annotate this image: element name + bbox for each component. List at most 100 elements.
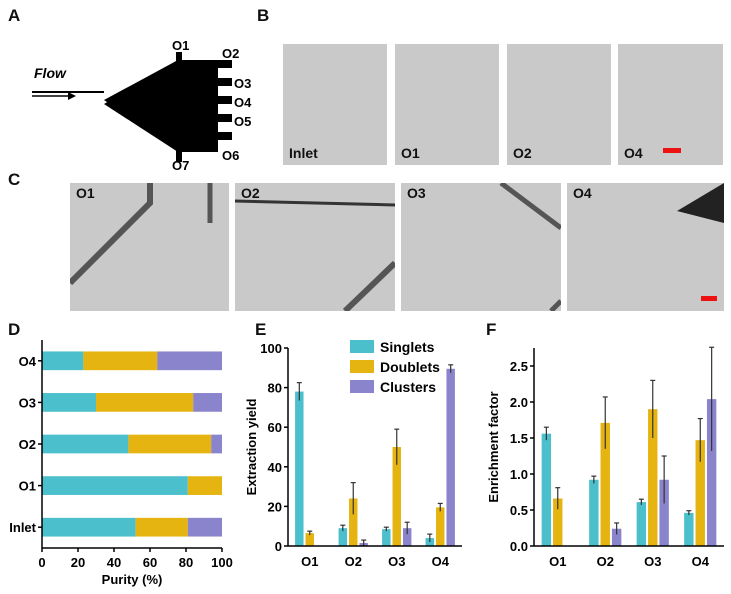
bar-singlets bbox=[42, 351, 84, 371]
y-tick-label: O4 bbox=[19, 354, 37, 369]
x-tick-label: O4 bbox=[692, 554, 710, 569]
micrograph-c-o3: O3 bbox=[401, 183, 561, 311]
bar-doublets bbox=[305, 533, 314, 546]
micrograph-label: O1 bbox=[76, 185, 95, 201]
x-tick-label: O2 bbox=[597, 554, 614, 569]
outlet-label-o4: O4 bbox=[234, 95, 252, 110]
x-tick-label: 0 bbox=[38, 555, 45, 570]
bar-doublets bbox=[135, 517, 188, 537]
outlet-label-o3: O3 bbox=[234, 76, 251, 91]
scale-bar bbox=[663, 148, 681, 153]
legend-swatch-doublets bbox=[350, 360, 374, 373]
micrograph-label: O3 bbox=[407, 185, 426, 201]
x-tick-label: 60 bbox=[143, 555, 157, 570]
bar-doublets bbox=[392, 447, 401, 546]
micrograph-b-o1: O1 bbox=[395, 44, 499, 165]
outlet-label-o5: O5 bbox=[234, 114, 251, 129]
x-tick-label: 80 bbox=[179, 555, 193, 570]
y-tick-label: 2.0 bbox=[510, 395, 528, 410]
panel-label-d: D bbox=[8, 320, 21, 339]
micrograph-label: O1 bbox=[401, 145, 420, 161]
y-tick-label: 0 bbox=[275, 539, 282, 554]
bar-singlets bbox=[636, 502, 647, 546]
bar-clusters bbox=[706, 399, 717, 546]
bar-doublets bbox=[648, 409, 658, 546]
micrograph-b-o2: O2 bbox=[507, 44, 611, 165]
outlet-label-o7: O7 bbox=[172, 158, 189, 170]
bar-doublets bbox=[600, 422, 610, 546]
channel-edge bbox=[235, 199, 395, 311]
bar-clusters bbox=[211, 434, 222, 454]
outlet-label-o6: O6 bbox=[222, 148, 239, 163]
y-tick-label: 2.5 bbox=[510, 359, 528, 374]
y-tick-label: 60 bbox=[268, 420, 282, 435]
bar-doublets bbox=[436, 507, 445, 546]
y-axis-label: Extraction yield bbox=[244, 399, 259, 496]
channel-edge bbox=[499, 183, 561, 311]
bar-doublets bbox=[128, 434, 212, 454]
y-tick-label: O1 bbox=[19, 479, 36, 494]
outlet-label-o1: O1 bbox=[172, 38, 189, 53]
bar-doublets bbox=[695, 440, 705, 546]
bar-clusters bbox=[187, 517, 222, 537]
bar-clusters bbox=[157, 351, 222, 371]
legend-swatch-clusters bbox=[350, 380, 374, 393]
bar-doublets bbox=[187, 476, 222, 495]
y-tick-label: 80 bbox=[268, 381, 282, 396]
legend-label-clusters: Clusters bbox=[380, 379, 436, 395]
bar-clusters bbox=[193, 393, 222, 412]
micrograph-label: O2 bbox=[241, 185, 260, 201]
bar-singlets bbox=[295, 391, 304, 546]
channel-edge bbox=[70, 183, 213, 286]
bar-doublets bbox=[83, 351, 158, 371]
y-tick-label: 0.0 bbox=[510, 539, 528, 554]
panel-label-c: C bbox=[8, 170, 21, 189]
x-tick-label: 40 bbox=[107, 555, 121, 570]
purity-chart: O4 O3 O2 O1 Inlet 0 20 40 60 80 100 Purity (%) bbox=[9, 340, 233, 587]
x-tick-label: 100 bbox=[211, 555, 233, 570]
bar-singlets bbox=[425, 538, 435, 546]
panel-label-f: F bbox=[486, 320, 497, 339]
y-axis-label: Enrichment factor bbox=[486, 391, 501, 502]
y-tick-label: Inlet bbox=[9, 520, 36, 535]
outlet-label-o2: O2 bbox=[222, 46, 239, 61]
bar-singlets bbox=[338, 528, 348, 546]
y-tick-label: 1.0 bbox=[510, 467, 528, 482]
flow-label: Flow bbox=[34, 65, 67, 81]
legend-label-singlets: Singlets bbox=[380, 339, 435, 355]
flow-arrow-icon bbox=[68, 92, 76, 100]
legend-swatch-singlets bbox=[350, 340, 374, 353]
bar-singlets bbox=[42, 393, 96, 412]
panel-label-e: E bbox=[255, 320, 267, 339]
micrograph-c-o4: O4 bbox=[567, 183, 724, 311]
bar-singlets bbox=[42, 517, 136, 537]
y-tick-label: 20 bbox=[268, 499, 282, 514]
x-tick-label: O3 bbox=[388, 554, 405, 569]
micrograph-label: Inlet bbox=[289, 145, 318, 161]
bar-clusters bbox=[402, 528, 412, 546]
x-axis-label: Purity (%) bbox=[102, 572, 163, 587]
bar-doublets bbox=[553, 498, 563, 546]
enrichment-factor-chart: O1 O2 O3 O4 0.0 0.5 1.0 1.5 2.0 2.5 Enrichment fac… bbox=[486, 346, 724, 569]
panel-label-b: B bbox=[257, 6, 270, 25]
bar-doublets bbox=[349, 498, 358, 546]
bar-clusters bbox=[611, 528, 622, 546]
extraction-yield-chart: O1 O2 O3 O4 0 20 40 60 80 100 Extraction yield Sing… bbox=[244, 339, 462, 569]
legend-label-doublets: Doublets bbox=[380, 359, 440, 375]
y-tick-label: 40 bbox=[268, 460, 282, 475]
bar-singlets bbox=[382, 529, 391, 546]
y-tick-label: O2 bbox=[19, 437, 36, 452]
bar-clusters bbox=[446, 368, 455, 546]
micrograph-c-o2: O2 bbox=[235, 183, 395, 311]
micrograph-label: O4 bbox=[624, 145, 643, 161]
y-tick-label: 100 bbox=[260, 341, 282, 356]
x-tick-label: O1 bbox=[549, 554, 566, 569]
micrograph-label: O4 bbox=[573, 185, 592, 201]
scale-bar bbox=[701, 296, 717, 301]
x-tick-label: O2 bbox=[345, 554, 362, 569]
y-tick-label: 0.5 bbox=[510, 503, 528, 518]
bar-singlets bbox=[42, 476, 188, 495]
bar-singlets bbox=[589, 479, 599, 546]
micrograph-b-inlet: Inlet bbox=[283, 44, 387, 165]
channel-edge bbox=[677, 183, 724, 223]
